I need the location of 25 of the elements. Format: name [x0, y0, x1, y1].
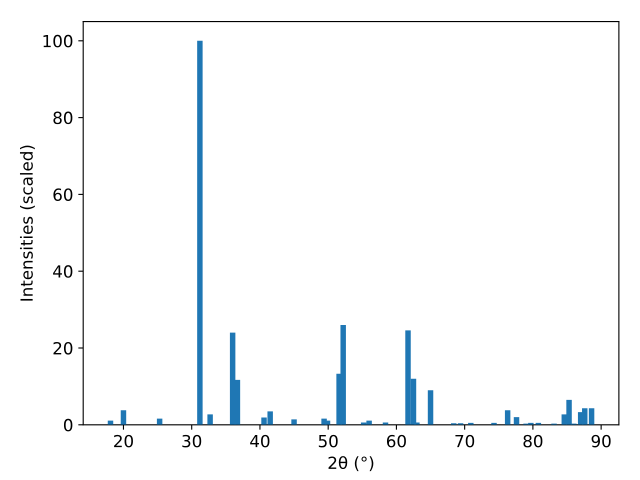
- x-tick-label: 20: [114, 434, 133, 448]
- y-tick-label: 0: [64, 418, 72, 432]
- bar: [504, 410, 510, 425]
- y-tick-label: 100: [43, 34, 72, 48]
- y-tick-label: 80: [53, 112, 72, 124]
- x-tick-label: 70: [455, 434, 474, 448]
- bar: [291, 419, 297, 425]
- bar: [207, 414, 213, 425]
- x-tick-label: 40: [250, 434, 270, 448]
- y-axis-title: Intensities (scaled): [20, 146, 35, 301]
- bar: [514, 417, 520, 425]
- x-tick-label: 60: [386, 434, 406, 448]
- x-axis-title: 2θ (°): [328, 456, 374, 472]
- bar: [428, 390, 434, 425]
- bar: [120, 410, 126, 425]
- x-tick-label: 90: [592, 434, 611, 448]
- y-tick-label: 60: [53, 188, 72, 201]
- bar: [340, 324, 346, 425]
- x-tick-label: 30: [182, 434, 202, 448]
- y-tick-label: 20: [53, 342, 72, 355]
- x-tick-label: 50: [318, 434, 338, 448]
- bar: [156, 418, 162, 425]
- bar: [197, 40, 203, 425]
- x-tick-label: 80: [523, 434, 542, 448]
- y-tick-label: 40: [53, 265, 72, 278]
